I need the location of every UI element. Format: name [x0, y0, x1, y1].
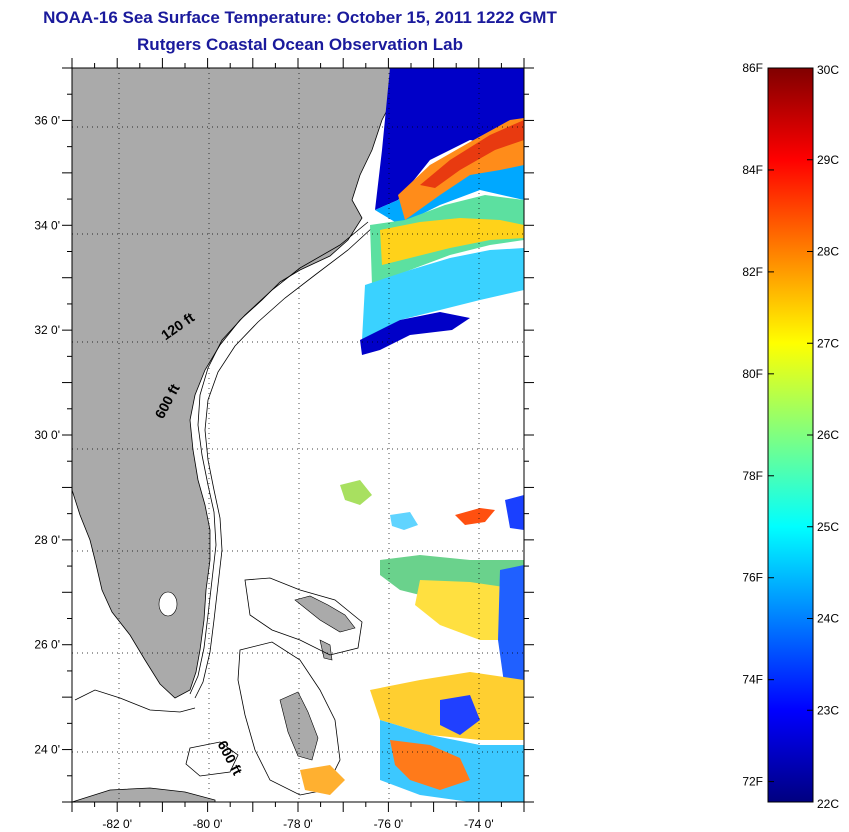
colorbar-celsius-label: 24C: [817, 612, 839, 626]
map-content: [72, 68, 524, 802]
colorbar-fahrenheit-labels: 86F 84F 82F 80F 78F 76F 74F 72F: [742, 61, 763, 789]
colorbar-celsius-labels: 30C 29C 28C 27C 26C 25C 24C 23C 22C: [817, 63, 839, 811]
contour-florida-keys: [74, 689, 196, 713]
colorbar-ticks: [768, 67, 813, 803]
sst-swath-north: [360, 68, 524, 355]
colorbar: [767, 67, 814, 803]
lake-okeechobee: [158, 591, 178, 617]
contour-bahamas-bank: [244, 577, 363, 656]
colorbar-fahrenheit-label: 86F: [742, 61, 763, 75]
contour-120ft: [189, 221, 369, 695]
colorbar-fahrenheit-label: 82F: [742, 265, 763, 279]
y-tick-label: 24 0': [34, 743, 60, 757]
contour-600ft: [194, 227, 373, 699]
colorbar-celsius-label: 27C: [817, 336, 839, 350]
x-tick-label: -74 0': [464, 817, 494, 831]
map-grid: [72, 68, 524, 802]
colorbar-fahrenheit-label: 80F: [742, 367, 763, 381]
land-southeast-us: [72, 68, 396, 699]
y-tick-label: 28 0': [34, 533, 60, 547]
y-tick-label: 26 0': [34, 638, 60, 652]
land-cuba: [72, 787, 216, 802]
colorbar-celsius-label: 23C: [817, 703, 839, 717]
y-tick-label: 36 0': [34, 113, 60, 127]
colorbar-celsius-label: 26C: [817, 428, 839, 442]
y-tick-labels: 24 0' 26 0' 28 0' 30 0' 32 0' 34 0' 36 0': [34, 113, 60, 756]
x-tick-label: -80 0': [193, 817, 223, 831]
x-tick-label: -76 0': [374, 817, 404, 831]
colorbar-celsius-label: 30C: [817, 63, 839, 77]
y-tick-label: 34 0': [34, 218, 60, 232]
colorbar-fahrenheit-label: 74F: [742, 673, 763, 687]
colorbar-fahrenheit-label: 78F: [742, 469, 763, 483]
colorbar-celsius-label: 25C: [817, 520, 839, 534]
colorbar-fahrenheit-label: 84F: [742, 163, 763, 177]
map-subtitle: Rutgers Coastal Ocean Observation Lab: [137, 35, 463, 54]
sst-swath-south: [300, 480, 524, 802]
colorbar-celsius-label: 29C: [817, 153, 839, 167]
x-tick-label: -82 0': [102, 817, 132, 831]
colorbar-celsius-label: 22C: [817, 797, 839, 811]
colorbar-fahrenheit-label: 76F: [742, 571, 763, 585]
land-bahamas-north: [294, 595, 356, 633]
contour-cay-sal-bank: [185, 741, 239, 777]
y-tick-label: 32 0': [34, 323, 60, 337]
x-tick-label: -78 0': [283, 817, 313, 831]
land-bahamas-andros: [279, 691, 319, 761]
axis-ticks: [62, 58, 534, 812]
land-bahamas-small: [319, 639, 333, 661]
y-tick-label: 30 0': [34, 428, 60, 442]
colorbar-fahrenheit-label: 72F: [742, 775, 763, 789]
colorbar-celsius-label: 28C: [817, 245, 839, 259]
map-title: NOAA-16 Sea Surface Temperature: October…: [43, 8, 557, 27]
x-tick-labels: -82 0' -80 0' -78 0' -76 0' -74 0': [102, 817, 493, 831]
